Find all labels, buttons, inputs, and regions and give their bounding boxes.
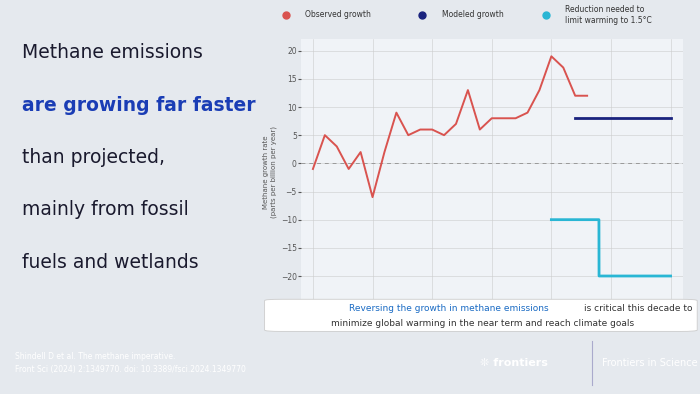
Text: Frontiers in Science: Frontiers in Science: [602, 358, 698, 368]
Text: ❊ frontiers: ❊ frontiers: [480, 358, 547, 368]
Text: are growing far faster: are growing far faster: [22, 95, 256, 115]
Text: Reversing the growth in methane emissions: Reversing the growth in methane emission…: [349, 305, 548, 314]
Text: Reduction needed to
limit warming to 1.5°C: Reduction needed to limit warming to 1.5…: [566, 5, 652, 25]
Text: mainly from fossil: mainly from fossil: [22, 201, 189, 219]
Text: Modeled growth: Modeled growth: [442, 11, 503, 19]
Text: Observed growth: Observed growth: [305, 11, 371, 19]
Text: Methane emissions: Methane emissions: [22, 43, 203, 62]
Y-axis label: Methane growth rate
(parts per billion per year): Methane growth rate (parts per billion p…: [262, 126, 276, 218]
Text: Shindell D et al. The methane imperative.
Front Sci (2024) 2:1349770. doi: 10.33: Shindell D et al. The methane imperative…: [15, 352, 246, 374]
Text: than projected,: than projected,: [22, 148, 165, 167]
Text: fuels and wetlands: fuels and wetlands: [22, 253, 199, 272]
Text: minimize global warming in the near term and reach climate goals: minimize global warming in the near term…: [331, 319, 635, 328]
FancyBboxPatch shape: [265, 299, 697, 331]
Text: is critical this decade to: is critical this decade to: [584, 305, 692, 314]
